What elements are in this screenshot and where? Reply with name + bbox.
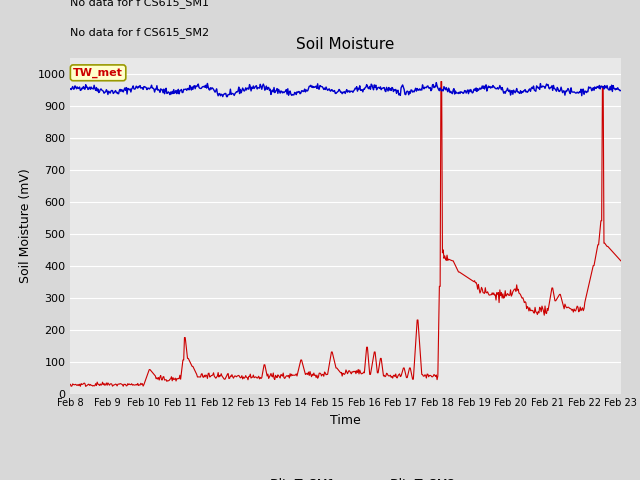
Y-axis label: Soil Moisture (mV): Soil Moisture (mV) <box>19 168 32 283</box>
Text: No data for f CS615_SM1: No data for f CS615_SM1 <box>70 0 209 8</box>
Legend: DltaT_SM1, DltaT_SM2: DltaT_SM1, DltaT_SM2 <box>230 472 461 480</box>
Text: No data for f CS615_SM2: No data for f CS615_SM2 <box>70 27 209 38</box>
X-axis label: Time: Time <box>330 414 361 427</box>
Text: TW_met: TW_met <box>73 68 123 78</box>
Title: Soil Moisture: Soil Moisture <box>296 37 395 52</box>
